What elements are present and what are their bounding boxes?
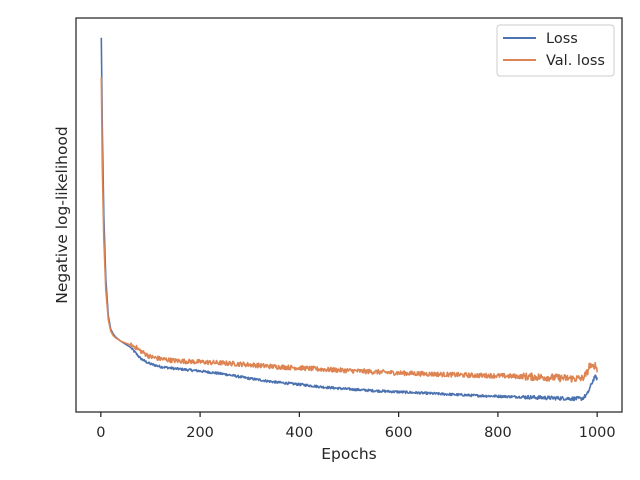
plot-background xyxy=(76,18,622,412)
x-axis-ticks: 0 200 400 600 800 1000 xyxy=(96,412,616,441)
legend-label-loss: Loss xyxy=(546,31,578,47)
y-axis-label: Negative log-likelihood xyxy=(53,126,71,304)
x-tick-label: 800 xyxy=(484,425,512,441)
plot-area xyxy=(75,17,623,413)
series-line-loss xyxy=(100,37,598,402)
series-line-val-loss xyxy=(100,77,598,383)
x-tick-label: 0 xyxy=(96,425,105,441)
plot-frame xyxy=(75,17,623,413)
x-tick-label: 600 xyxy=(385,425,413,441)
legend-label-val-loss: Val. loss xyxy=(546,53,605,69)
series-layer xyxy=(100,37,598,402)
x-axis-label: Epochs xyxy=(321,445,377,463)
legend: Loss Val. loss xyxy=(496,24,615,77)
x-tick-label: 200 xyxy=(186,425,214,441)
x-tick-label: 1000 xyxy=(579,425,616,441)
x-tick-label: 400 xyxy=(286,425,314,441)
